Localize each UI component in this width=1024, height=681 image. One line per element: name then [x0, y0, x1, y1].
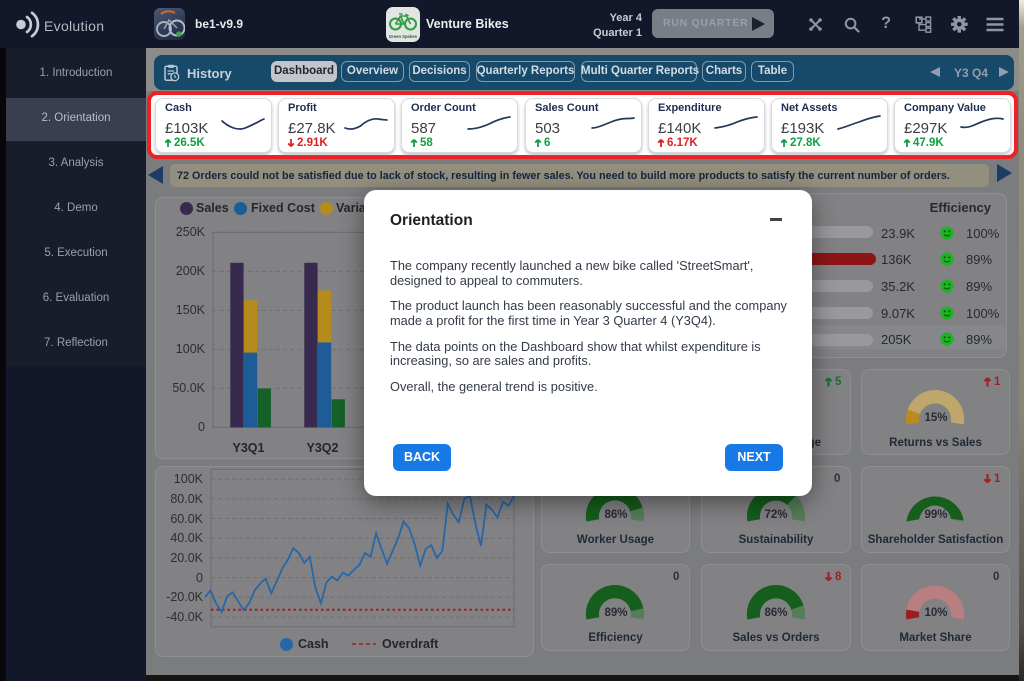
- svg-text:Green Spokes: Green Spokes: [389, 34, 418, 39]
